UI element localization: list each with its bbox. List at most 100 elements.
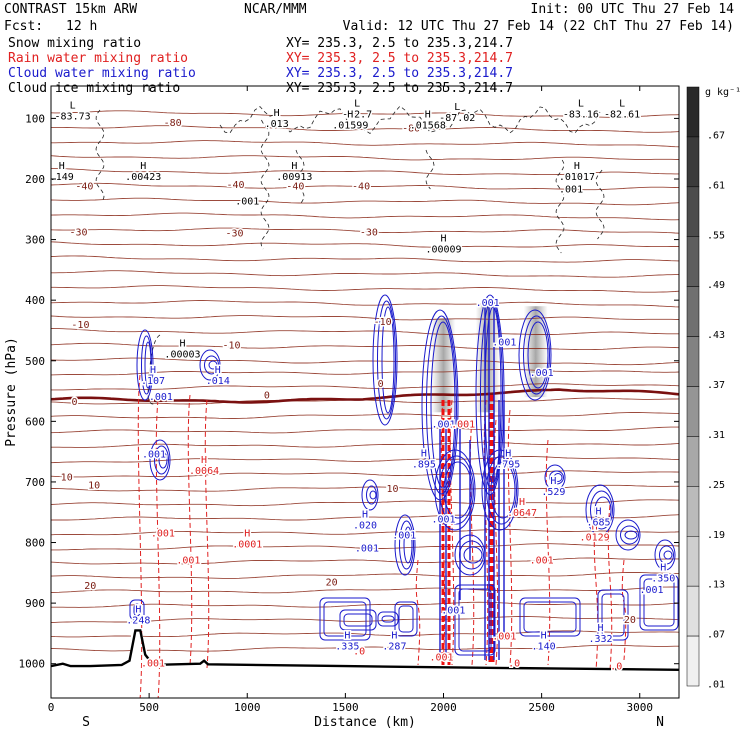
contour-value-label: .001 <box>235 196 259 207</box>
cloud-water-contour <box>377 300 396 420</box>
cloud-water-contour <box>459 540 484 570</box>
colorbar-label: .07 <box>707 630 725 641</box>
field-label-rain: Rain water mixing ratio <box>8 51 188 66</box>
cloud-water-contour <box>208 360 218 370</box>
cloud-water-contour <box>398 605 414 633</box>
snow-contour <box>595 169 605 240</box>
extremum-value: .0001 <box>232 540 262 551</box>
isotherm-line <box>51 572 679 579</box>
isotherm-line <box>51 499 679 507</box>
rain-contour <box>593 509 599 671</box>
cloud-water-contour <box>430 321 456 489</box>
cloud-water-contour <box>343 613 373 627</box>
extremum-value: .00913 <box>276 172 312 183</box>
isotherm-line <box>51 528 679 536</box>
extremum-value: .020 <box>353 520 377 531</box>
contour-value-label: .001 <box>149 392 173 403</box>
cloud-water-contour <box>394 514 416 576</box>
snow-contour <box>95 109 105 201</box>
isotherm-line <box>51 227 679 234</box>
colorbar-swatch <box>686 536 700 587</box>
extremum-value: -82.61 <box>604 109 640 120</box>
field-xy-rain: XY= 235.3, 2.5 to 235.3,214.7 <box>286 51 513 66</box>
contour-value-label: .001 <box>476 298 500 309</box>
extremum-mark: H <box>201 455 207 466</box>
extremum-mark: H <box>574 161 580 172</box>
extremum-mark: L <box>454 102 460 113</box>
rain-contour <box>187 394 193 666</box>
extremum-value: .0647 <box>507 508 537 519</box>
extremum-value: .0064 <box>189 466 219 477</box>
isotherm-label: 20 <box>326 578 338 589</box>
isotherm-line <box>51 270 679 278</box>
cloud-water-contour <box>204 355 219 375</box>
cloud-water-contour <box>136 329 154 401</box>
isotherm-line <box>51 368 679 376</box>
colorbar-swatch <box>686 486 700 537</box>
extremum-value: .01599 <box>332 120 368 131</box>
isotherm-line <box>51 630 679 638</box>
colorbar-swatch <box>686 136 700 188</box>
cloud-water-contour <box>553 473 563 482</box>
contour-value-label: .001 <box>530 368 554 379</box>
x-axis-title: Distance (km) <box>314 715 416 730</box>
valid-time: Valid: 12 UTC Thu 27 Feb 14 (22 ChT Thu … <box>343 19 734 34</box>
cloud-water-contour <box>615 519 641 551</box>
isotherm-line <box>51 514 679 521</box>
extremum-value: .00009 <box>425 245 461 256</box>
x-tick-label: 2500 <box>528 701 555 714</box>
colorbar-swatch <box>686 635 700 687</box>
field-label-snow: Snow mixing ratio <box>8 36 141 51</box>
cloud-water-contour <box>544 464 566 491</box>
cloud-water-contour <box>381 306 395 414</box>
extremum-value: .00003 <box>164 349 200 360</box>
contour-value-label: .001 <box>559 184 583 195</box>
cloud-water-contour <box>601 593 625 637</box>
contour-value-label: .001 <box>530 556 554 567</box>
isotherm-line <box>51 168 679 176</box>
y-tick-label: 500 <box>25 355 45 368</box>
extremum-value: .014 <box>206 376 230 387</box>
extremum-mark: H <box>550 476 556 487</box>
extremum-mark: H <box>425 109 431 120</box>
contour-value-label: .0 <box>508 659 520 670</box>
isotherm-label: 0 <box>72 397 78 408</box>
colorbar: g kg⁻¹ .67 .61 .55 .49 .43 .37 .31 .25 .19 .13 .07… <box>686 86 740 691</box>
cloud-water-contours <box>129 294 679 660</box>
colorbar-label: .61 <box>707 180 725 191</box>
isotherm-label: -10 <box>71 320 89 331</box>
cloud-water-contour <box>518 309 552 401</box>
extremum-mark: H <box>597 623 603 634</box>
extremum-value: .529 <box>541 487 565 498</box>
extremum-value: .140 <box>532 641 556 652</box>
isotherm-line <box>51 300 679 308</box>
extremum-mark: H <box>347 109 353 120</box>
isotherm-label: -10 <box>374 317 392 328</box>
x-tick-label: 0 <box>48 701 55 714</box>
snow-contour <box>219 105 601 135</box>
isotherm-line <box>51 456 679 464</box>
cloud-water-contour <box>481 449 519 531</box>
snow-contour <box>147 334 161 405</box>
cloud-water-contour <box>458 588 492 652</box>
terrain-profile <box>51 629 679 671</box>
cloud-water-contour <box>624 530 638 540</box>
extremum-value: .332 <box>588 634 612 645</box>
contour-value-label: .001 <box>451 419 475 430</box>
cloud-water-contour <box>154 445 169 475</box>
contour-value-label: .001 <box>441 605 465 616</box>
extremum-value: .287 <box>382 641 406 652</box>
extremum-mark: H <box>215 365 221 376</box>
zero-isotherm-line <box>51 388 679 404</box>
extremum-mark: H <box>519 497 525 508</box>
extremum-value: .01568 <box>410 120 446 131</box>
colorbar-label: .25 <box>707 480 725 491</box>
contour-value-label: .001 <box>492 338 516 349</box>
rain-contour <box>415 559 421 666</box>
isotherm-label: 10 <box>61 473 73 484</box>
extremum-mark: H <box>592 521 598 532</box>
cloud-water-contour <box>372 294 398 426</box>
cloud-water-contour <box>620 525 639 545</box>
extremum-mark: L <box>578 98 584 109</box>
isotherm-line <box>51 412 679 419</box>
